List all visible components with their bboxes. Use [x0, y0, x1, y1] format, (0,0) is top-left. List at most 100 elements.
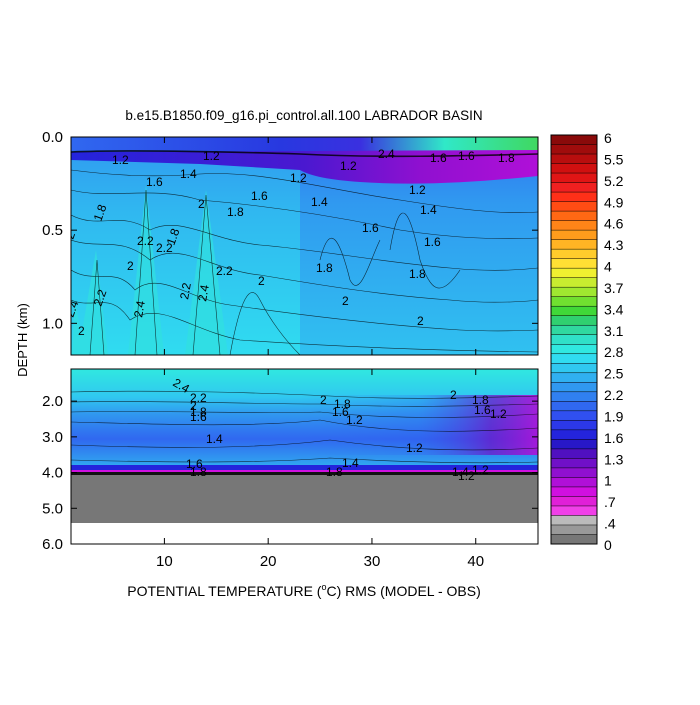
upper-plumes: [72, 185, 228, 355]
colorbar-segment: [551, 372, 597, 383]
colorbar-segment: [551, 220, 597, 231]
svg-text:1.2: 1.2: [340, 159, 357, 173]
colorbar-label: 6: [604, 130, 612, 146]
colorbar-segment: [551, 325, 597, 336]
x-tick-label: 20: [260, 553, 277, 570]
colorbar-label: 1: [604, 473, 612, 489]
upper-panel: 1.2 1.2 1.6 1.8 1.4 2 2.2 1.8 2 2 1.8 1.…: [71, 137, 538, 355]
svg-text:2: 2: [320, 393, 327, 407]
svg-text:1.6: 1.6: [146, 175, 163, 189]
svg-text:1.6: 1.6: [332, 405, 349, 419]
colorbar-segment: [551, 401, 597, 412]
colorbar-label: 5.2: [604, 173, 624, 189]
lower-contour-labels: 2.4 2.2 2 1.8 1.6 1.4 2 1.8 1.6 2 1.8 1.…: [171, 375, 508, 483]
svg-text:1.6: 1.6: [362, 221, 379, 235]
colorbar-segment: [551, 524, 597, 535]
colorbar-segment: [551, 439, 597, 450]
colorbar-label: 4.6: [604, 216, 624, 232]
svg-text:1.6: 1.6: [186, 457, 203, 471]
chart-title: b.e15.B1850.f09_g16.pi_control.all.100 L…: [125, 108, 482, 123]
colorbar-label: 3.4: [604, 301, 624, 317]
colorbar-label: 4: [604, 259, 612, 275]
colorbar-segment: [551, 410, 597, 421]
colorbar-label: 0: [604, 537, 612, 553]
colorbar-segment: [551, 249, 597, 260]
x-tick-label: 30: [364, 553, 381, 570]
svg-text:1.4: 1.4: [342, 456, 359, 470]
svg-text:1.2: 1.2: [290, 171, 307, 185]
y-tick-label-upper: 0.0: [42, 129, 63, 146]
svg-text:2: 2: [127, 259, 134, 273]
colorbar-label: 2.5: [604, 366, 624, 382]
colorbar-segment: [551, 391, 597, 402]
svg-text:1.2: 1.2: [472, 463, 489, 477]
x-tick-label: 10: [156, 553, 173, 570]
upper-dark-rim: [71, 150, 538, 158]
lower-panel: 2.4 2.2 2 1.8 1.6 1.4 2 1.8 1.6 2 1.8 1.…: [71, 369, 538, 523]
svg-text:2.2: 2.2: [216, 264, 233, 278]
svg-text:2: 2: [78, 324, 85, 338]
colorbar-segment: [551, 277, 597, 288]
svg-text:2: 2: [450, 388, 457, 402]
svg-text:1.8: 1.8: [326, 465, 343, 479]
x-axis-label-end: C) RMS (MODEL - OBS): [326, 583, 480, 599]
colorbar-segment: [551, 230, 597, 241]
x-axis-label-degree: o: [321, 582, 326, 592]
svg-text:1.4: 1.4: [206, 432, 223, 446]
svg-text:1.2: 1.2: [406, 441, 423, 455]
colorbar-segment: [551, 182, 597, 193]
svg-text:1.4: 1.4: [420, 203, 437, 217]
svg-text:1.2: 1.2: [203, 149, 220, 163]
svg-text:1.2: 1.2: [346, 413, 363, 427]
colorbar-segment: [551, 296, 597, 307]
colorbar-segment: [551, 467, 597, 478]
svg-text:1.8: 1.8: [164, 226, 183, 247]
lower-purple-band: [71, 465, 538, 472]
colorbar-label: 3.7: [604, 280, 624, 296]
svg-text:2.2: 2.2: [190, 391, 207, 405]
svg-text:1.8: 1.8: [498, 151, 515, 165]
colorbar-segment: [551, 173, 597, 183]
colorbar-segment: [551, 201, 597, 212]
colorbar-segment: [551, 163, 597, 174]
svg-text:1.6: 1.6: [190, 410, 207, 424]
colorbar-segment: [551, 268, 597, 279]
upper-purple-band: [71, 150, 538, 184]
colorbar-segment: [551, 382, 597, 393]
colorbar-segment: [551, 287, 597, 298]
svg-text:1.6: 1.6: [424, 235, 441, 249]
colorbar-segment: [551, 192, 597, 202]
lower-panel-frame: [70, 368, 539, 545]
colorbar-segment: [551, 135, 597, 145]
svg-text:1.8: 1.8: [316, 261, 333, 275]
x-axis-label: POTENTIAL TEMPERATURE (oC) RMS (MODEL - …: [127, 582, 481, 599]
colorbar-label: 4.3: [604, 237, 624, 253]
svg-text:1.2: 1.2: [458, 469, 475, 483]
colorbar-label: 1.6: [604, 430, 624, 446]
svg-text:2: 2: [417, 314, 424, 328]
svg-text:2.4: 2.4: [131, 299, 148, 318]
y-tick-label-lower: 3.0: [42, 429, 63, 446]
colorbar-segment: [551, 448, 597, 459]
svg-text:1.4: 1.4: [311, 195, 328, 209]
colorbar-segment: [551, 534, 597, 545]
x-axis-label-start: POTENTIAL TEMPERATURE (: [127, 583, 322, 599]
upper-contour-lines: [71, 169, 538, 355]
svg-text:1.8: 1.8: [472, 393, 489, 407]
lower-magenta-line: [71, 470, 538, 473]
y-axis-label: DEPTH (km): [15, 303, 30, 377]
colorbar-label: 2.2: [604, 387, 624, 403]
colorbar-label: .4: [604, 516, 616, 532]
colorbar-segment: [551, 477, 597, 488]
colorbar-label: 2.8: [604, 344, 624, 360]
svg-text:2: 2: [342, 294, 349, 308]
svg-text:2: 2: [258, 274, 265, 288]
y-tick-label-upper: 1.0: [42, 315, 63, 332]
lower-black-line: [71, 472, 538, 475]
colorbar-segment: [551, 515, 597, 526]
svg-text:1.2: 1.2: [490, 407, 507, 421]
colorbar-frame: [550, 134, 598, 545]
svg-text:2.4: 2.4: [195, 283, 212, 302]
